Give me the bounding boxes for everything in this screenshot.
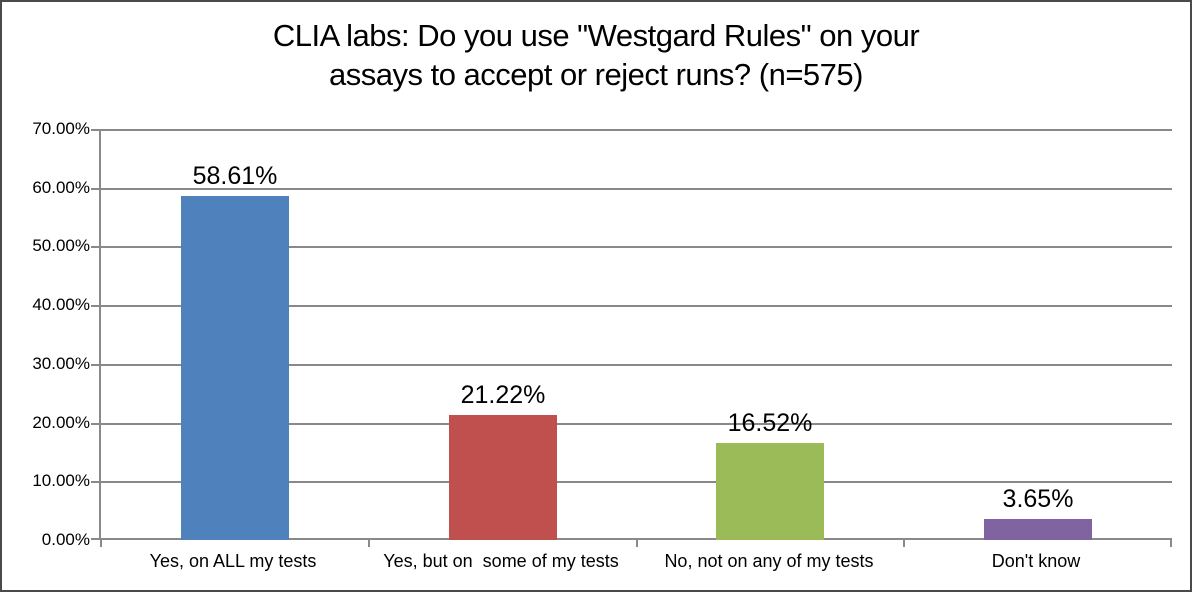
y-axis-tick — [91, 364, 101, 366]
bar-value-label: 16.52% — [727, 409, 813, 437]
plot-area: 58.61% 21.22% 16.52% 3.65% — [91, 129, 1172, 547]
bar-value-label: 58.61% — [192, 162, 278, 190]
x-axis-tick — [636, 540, 638, 547]
y-axis-tick — [91, 305, 101, 307]
x-axis-tick — [1170, 540, 1172, 547]
gridline — [101, 246, 1172, 248]
x-axis-tick — [368, 540, 370, 547]
x-axis-category-label: No, not on any of my tests — [664, 551, 874, 571]
bar-no-tests — [716, 443, 824, 540]
y-axis-tick — [91, 129, 101, 131]
bar-value-label: 3.65% — [1002, 485, 1074, 513]
y-axis-tick-label: 20.00% — [32, 412, 90, 432]
y-axis-tick — [91, 423, 101, 425]
chart-title: CLIA labs: Do you use "Westgard Rules" o… — [2, 16, 1190, 94]
x-axis: Yes, on ALL my tests Yes, but on some of … — [99, 551, 1170, 577]
x-axis-tick — [100, 540, 102, 547]
y-axis-tick — [91, 538, 101, 540]
y-axis-tick-label: 60.00% — [32, 177, 90, 197]
y-axis-tick-label: 70.00% — [32, 119, 90, 138]
x-axis-tick — [903, 540, 905, 547]
x-axis-category-label: Don't know — [991, 551, 1081, 571]
y-axis-tick-label: 10.00% — [32, 471, 90, 491]
gridline — [101, 188, 1172, 190]
y-axis-tick-label: 40.00% — [32, 295, 90, 315]
y-axis-tick-label: 30.00% — [32, 353, 90, 373]
bar-yes-some-tests — [449, 415, 557, 540]
chart-title-line-2: assays to accept or reject runs? (n=575) — [329, 57, 863, 92]
bar-yes-all-tests — [181, 196, 289, 540]
x-axis-line — [101, 538, 1172, 540]
y-axis-tick-label: 50.00% — [32, 236, 90, 256]
bar-dont-know — [984, 519, 1092, 540]
bar-value-label: 21.22% — [460, 381, 546, 409]
gridline — [101, 305, 1172, 307]
gridline — [101, 423, 1172, 425]
x-axis-category-label: Yes, but on some of my tests — [383, 551, 619, 571]
x-axis-category-label: Yes, on ALL my tests — [149, 551, 317, 571]
y-axis-tick — [91, 481, 101, 483]
gridline — [101, 129, 1172, 131]
chart-title-line-1: CLIA labs: Do you use "Westgard Rules" o… — [272, 18, 920, 53]
y-axis-tick — [91, 246, 101, 248]
gridline — [101, 364, 1172, 366]
gridline — [101, 481, 1172, 483]
y-axis-tick-label: 0.00% — [41, 530, 90, 549]
y-axis-tick — [91, 188, 101, 190]
